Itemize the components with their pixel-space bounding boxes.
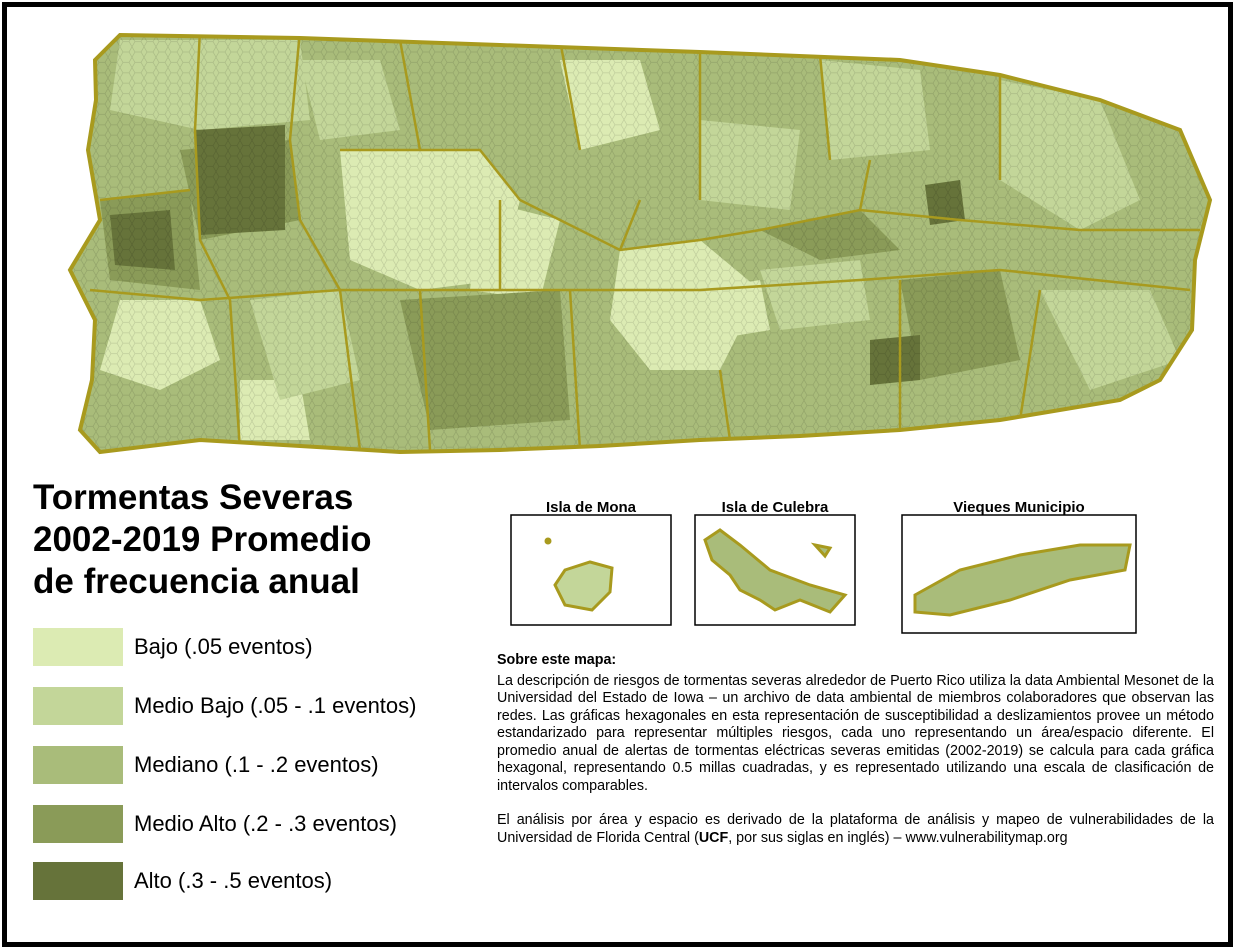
text: , por sus siglas en inglés) – www.vulner… [728, 830, 1067, 846]
about-heading: Sobre este mapa: [497, 652, 1214, 670]
text-bold: UCF [699, 830, 728, 846]
about-section: Sobre este mapa: La descripción de riesg… [497, 652, 1214, 864]
page: Tormentas Severas 2002-2019 Promedio de … [0, 0, 1235, 949]
inset-islands [546, 530, 1130, 615]
about-paragraph: La descripción de riesgos de tormentas s… [497, 673, 1214, 796]
about-paragraph: El análisis por área y espacio es deriva… [497, 812, 1214, 847]
